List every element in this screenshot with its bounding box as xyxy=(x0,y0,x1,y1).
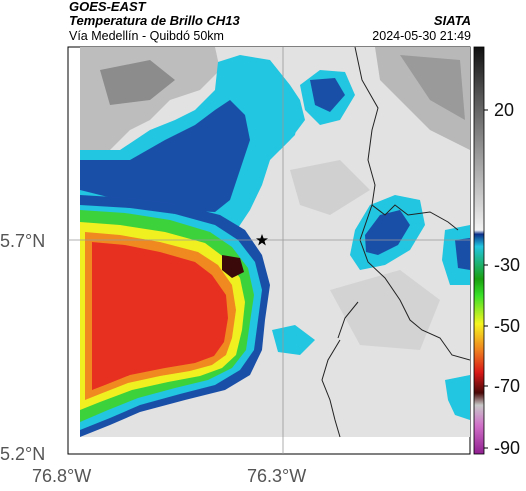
border-line-east xyxy=(359,204,470,361)
blue-cloud-east xyxy=(365,210,410,255)
convective-red xyxy=(92,242,228,390)
border-line-connector xyxy=(337,301,359,339)
timestamp: 2024-05-30 21:49 xyxy=(372,29,471,43)
lat-label-5-2: 5.2°N xyxy=(0,444,46,464)
product-title: Temperatura de Brillo CH13 xyxy=(69,13,240,28)
area-label: Vía Medellín - Quibdó 50km xyxy=(69,29,224,43)
satellite-imagery xyxy=(80,47,470,438)
lat-label-5-7: 5.7°N xyxy=(0,231,46,251)
organization-label: SIATA xyxy=(433,13,471,28)
cyan-cloud-southeast xyxy=(445,375,470,420)
colorbar xyxy=(473,46,485,455)
lon-label-76-3: 76.3°W xyxy=(247,466,307,486)
reference-point-star-icon xyxy=(256,234,268,246)
dark-gray-cloud xyxy=(100,60,175,105)
colorbar-label-minus30: -30 xyxy=(494,255,521,275)
lon-label-76-8: 76.8°W xyxy=(32,466,92,486)
blue-cloud-band xyxy=(80,100,250,212)
colorbar-label-minus90: -90 xyxy=(494,438,521,458)
colorbar-label-20: 20 xyxy=(494,100,515,120)
convective-dark-core xyxy=(222,255,244,278)
blue-cloud-north xyxy=(310,78,345,112)
border-line-south xyxy=(321,339,341,438)
colorbar-label-minus70: -70 xyxy=(494,376,521,396)
gray-cloud-southeast xyxy=(330,270,440,350)
cyan-cloud-north-arm xyxy=(265,100,300,150)
blue-cloud-east-edge xyxy=(455,238,470,270)
gray-cloud-center xyxy=(290,160,370,215)
colorbar-label-minus50: -50 xyxy=(494,316,521,336)
gray-cloud-northeast-core xyxy=(400,55,465,120)
satellite-name: GOES-EAST xyxy=(69,0,146,14)
